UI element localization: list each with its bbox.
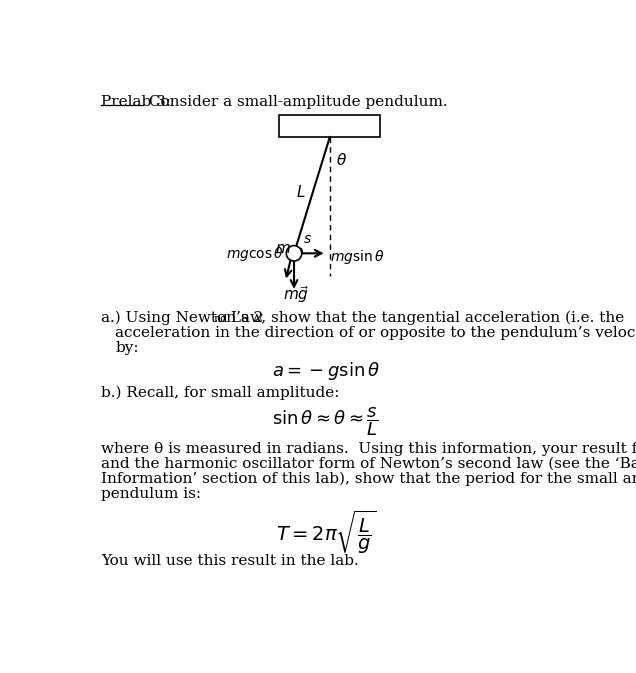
Text: $L$: $L$: [296, 184, 306, 200]
Text: Information’ section of this lab), show that the period for the small angle: Information’ section of this lab), show …: [101, 472, 636, 487]
Text: a.) Using Newton’s 2: a.) Using Newton’s 2: [101, 310, 263, 324]
Text: You will use this result in the lab.: You will use this result in the lab.: [101, 553, 359, 567]
Circle shape: [286, 246, 301, 261]
Text: b.) Recall, for small amplitude:: b.) Recall, for small amplitude:: [101, 386, 340, 400]
Text: pendulum is:: pendulum is:: [101, 487, 202, 501]
Text: Consider a small-amplitude pendulum.: Consider a small-amplitude pendulum.: [144, 95, 448, 108]
Text: $\sin\theta \approx \theta \approx \dfrac{s}{L}$: $\sin\theta \approx \theta \approx \dfra…: [272, 406, 380, 438]
Text: where θ is measured in radians.  Using this information, your result from Part (: where θ is measured in radians. Using th…: [101, 441, 636, 456]
Text: $mg\cos\theta$: $mg\cos\theta$: [226, 245, 284, 263]
Text: $s$: $s$: [303, 232, 312, 246]
Text: and the harmonic oscillator form of Newton’s second law (see the ‘Background: and the harmonic oscillator form of Newt…: [101, 456, 636, 471]
Text: by:: by:: [115, 341, 139, 355]
Text: nd: nd: [214, 314, 228, 324]
Text: $\theta$: $\theta$: [336, 152, 347, 168]
Text: Law, show that the tangential acceleration (i.e. the: Law, show that the tangential accelerati…: [226, 310, 624, 324]
Bar: [279, 115, 380, 137]
Text: $m\vec{g}$: $m\vec{g}$: [282, 283, 308, 304]
Text: $mg\sin\theta$: $mg\sin\theta$: [329, 248, 384, 266]
Text: Prelab 3:: Prelab 3:: [101, 95, 171, 108]
Text: $a = -g\sin\theta$: $a = -g\sin\theta$: [272, 359, 380, 382]
Text: $T = 2\pi\sqrt{\dfrac{L}{g}}$: $T = 2\pi\sqrt{\dfrac{L}{g}}$: [276, 509, 376, 557]
Text: acceleration in the direction of or opposite to the pendulum’s velocity) is give: acceleration in the direction of or oppo…: [115, 326, 636, 340]
Text: $m$: $m$: [275, 242, 291, 256]
